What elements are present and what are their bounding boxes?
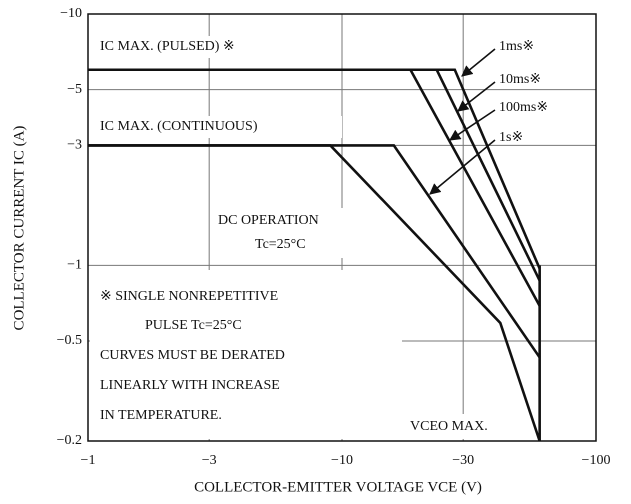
label-box [96, 116, 342, 138]
y-tick-label: −0.5 [57, 333, 82, 348]
grid [87, 13, 597, 442]
annotation: PULSE Tc=25°C [145, 318, 242, 333]
annotation: Tc=25°C [255, 237, 306, 252]
annotation: DC OPERATION [218, 213, 319, 228]
x-tick-label: −10 [331, 453, 353, 468]
y-tick-label: −0.2 [57, 433, 82, 448]
y-tick-label: −1 [67, 258, 82, 273]
y-axis-title: COLLECTOR CURRENT IC (A) [11, 126, 27, 331]
annotation: IC MAX. (CONTINUOUS) [100, 119, 258, 134]
curve [88, 144, 541, 359]
boxes [90, 36, 534, 439]
x-axis-title: COLLECTOR-EMITTER VOLTAGE VCE (V) [194, 479, 482, 495]
y-tick-label: −5 [67, 82, 82, 97]
pointer-arrow [449, 109, 496, 141]
annotation: IC MAX. (PULSED) ※ [100, 39, 235, 54]
texts: COLLECTOR-EMITTER VOLTAGE VCE (V) COLLEC… [11, 6, 610, 495]
annotation: 10ms※ [499, 72, 541, 87]
x-tick-label: −30 [452, 453, 474, 468]
annotation: 1s※ [499, 130, 523, 145]
pointer-arrow [461, 48, 496, 77]
plot-frame [87, 13, 597, 442]
label-box [212, 208, 382, 258]
annotation: 100ms※ [499, 100, 548, 115]
annotation: 1ms※ [499, 39, 534, 54]
annotation: LINEARLY WITH INCREASE [100, 378, 280, 393]
pointer-arrow [457, 81, 496, 112]
label-box [96, 36, 310, 58]
pointer-arrow [429, 139, 496, 195]
curves [88, 68, 541, 442]
annotation: VCEO MAX. [410, 419, 488, 434]
y-tick-label: −3 [67, 138, 82, 153]
note-box [90, 270, 402, 439]
x-tick-label: −3 [202, 453, 217, 468]
label-box [404, 414, 534, 439]
annotation: CURVES MUST BE DERATED [100, 348, 285, 363]
x-tick-label: −1 [81, 453, 96, 468]
y-tick-label: −10 [60, 6, 82, 21]
x-tick-label: −100 [582, 453, 611, 468]
annotation: ※ SINGLE NONREPETITIVE [100, 289, 278, 304]
curve [88, 68, 541, 270]
annotation: IN TEMPERATURE. [100, 408, 222, 423]
